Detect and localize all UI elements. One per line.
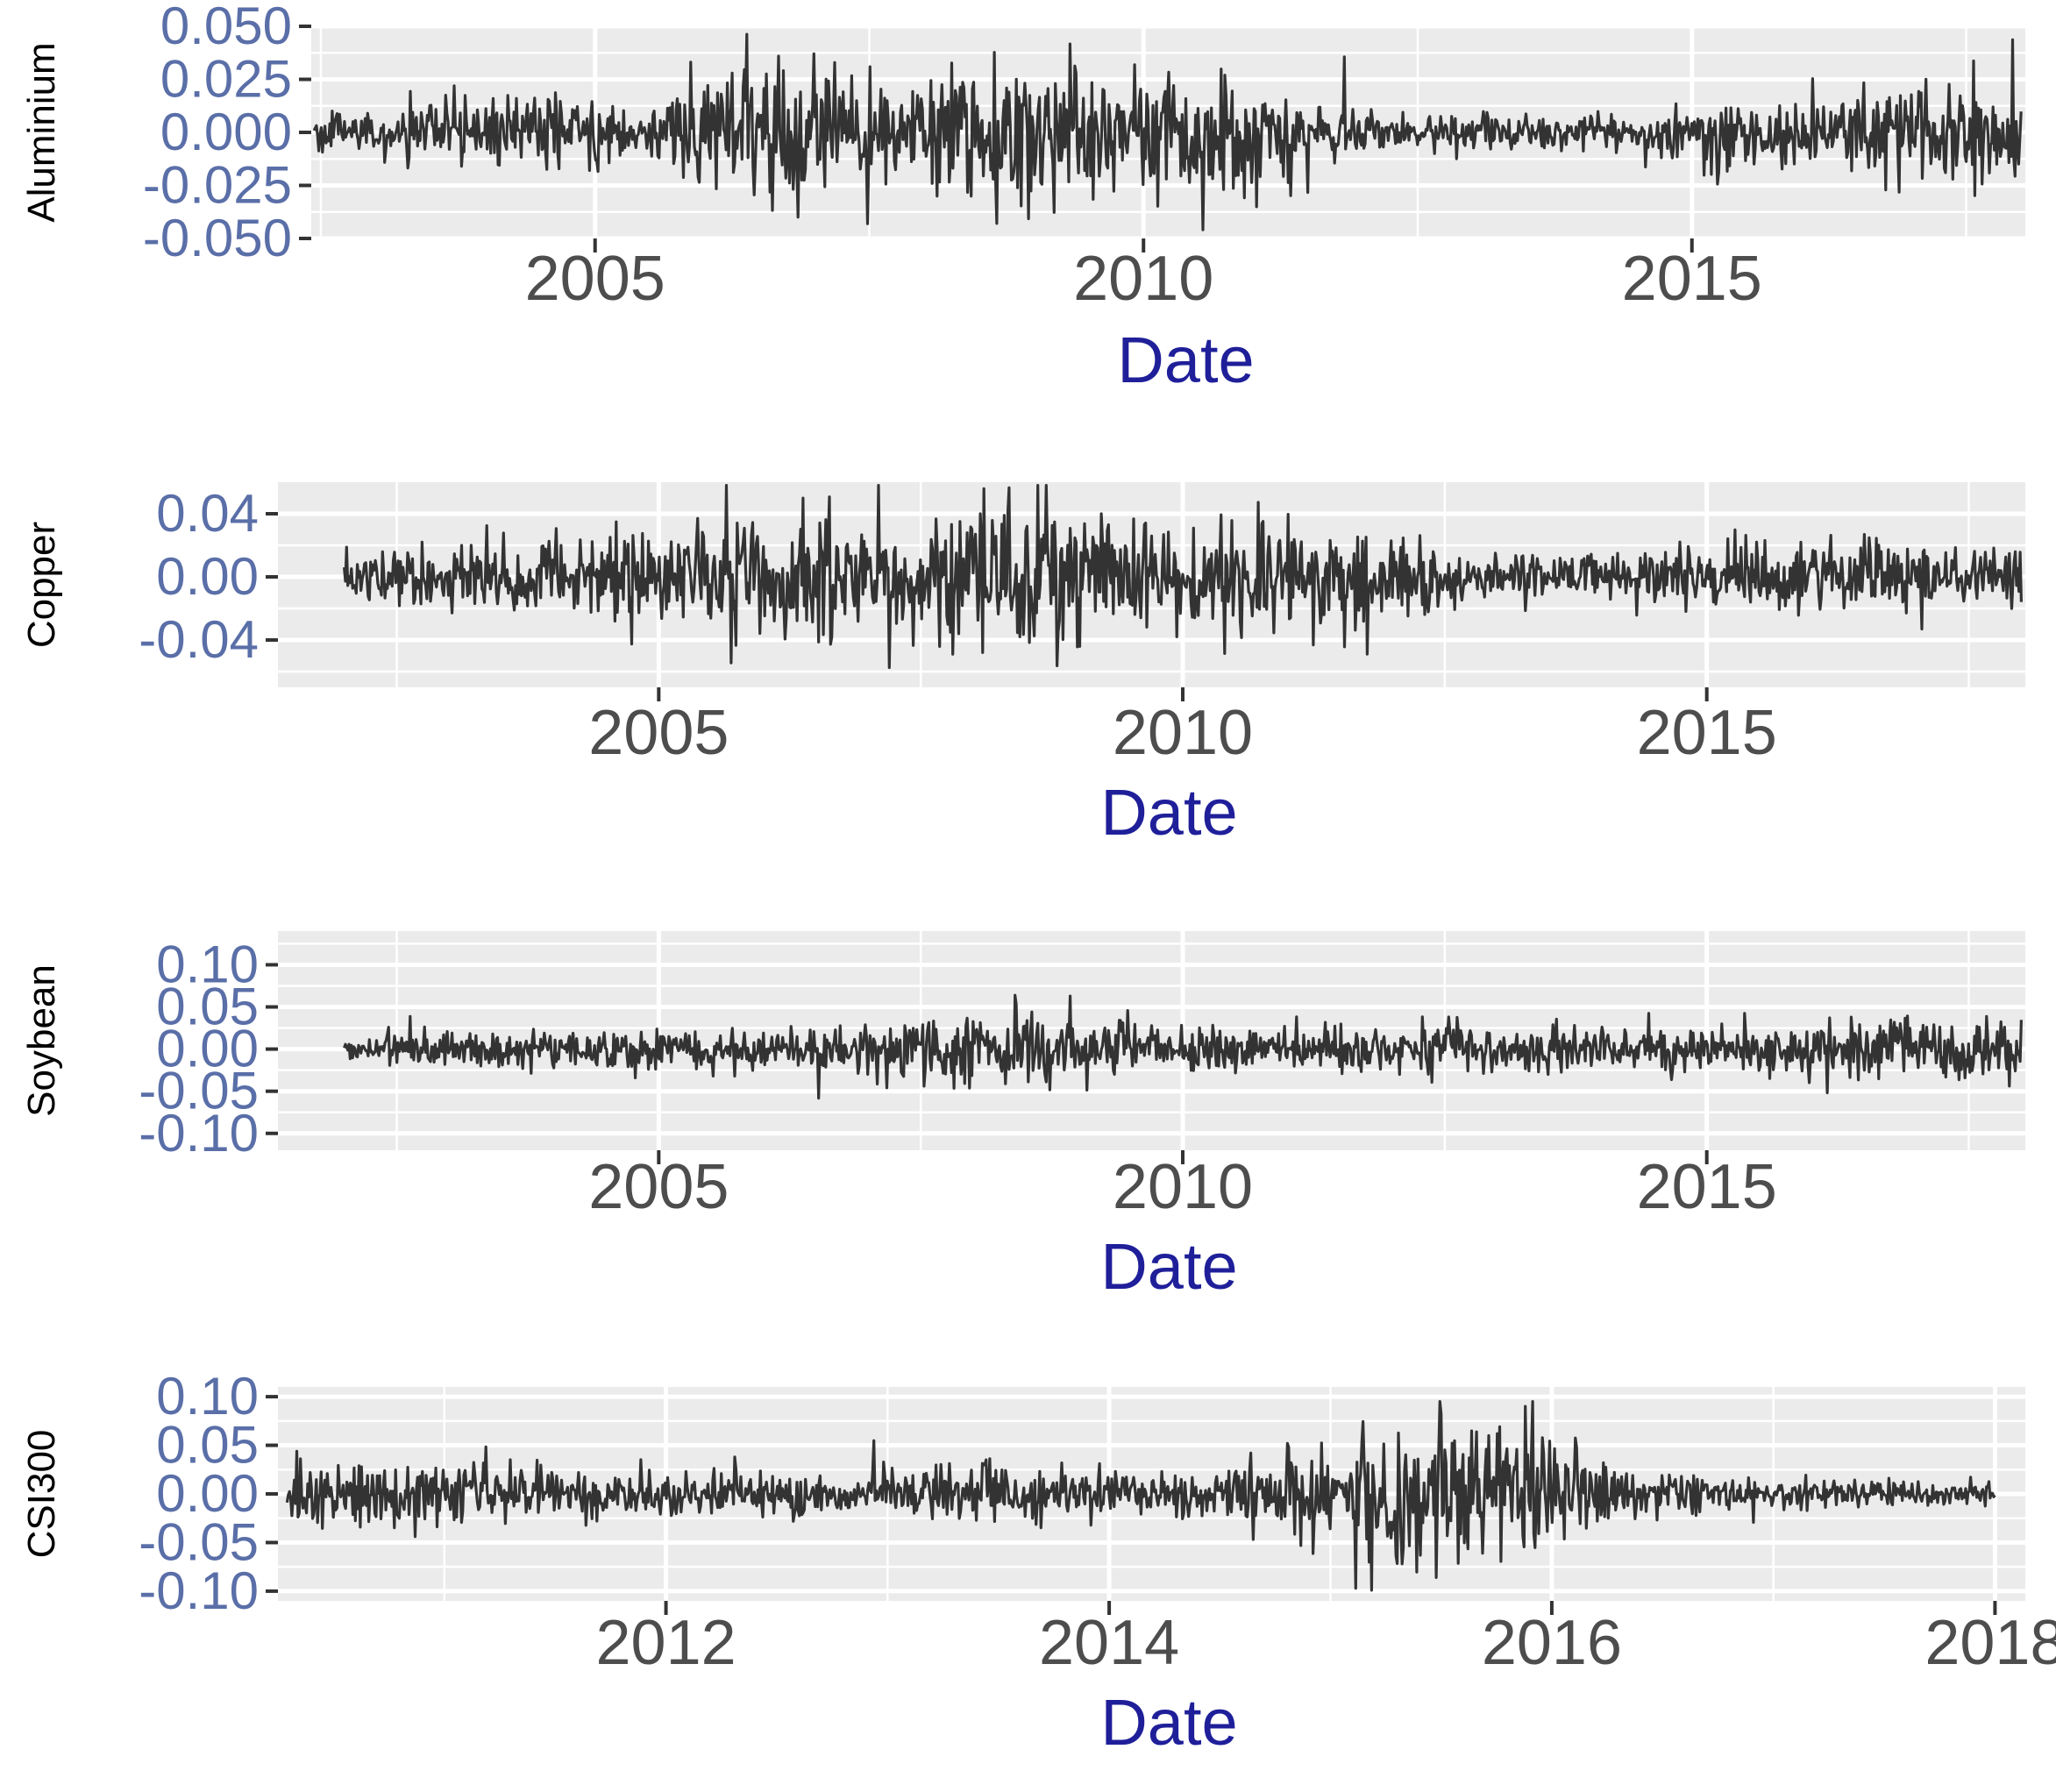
y-tick-label: 0.04 — [156, 484, 259, 543]
y-tick-label: 0.025 — [160, 50, 292, 109]
x-axis-title: Date — [1100, 1230, 1237, 1303]
y-tick-label: 0.10 — [156, 1367, 259, 1426]
y-tick-label: 0.05 — [156, 1416, 259, 1475]
y-tick-label: 0.000 — [160, 103, 292, 161]
x-tick-label: 2005 — [525, 244, 665, 314]
y-tick-label: 0.10 — [156, 935, 259, 993]
y-tick-label: 0.05 — [156, 978, 259, 1036]
y-axis-title: Aluminium — [20, 42, 63, 222]
y-tick-label: -0.025 — [143, 156, 292, 215]
y-axis-title: CSI300 — [20, 1430, 63, 1559]
chart-panel-soybean: 0.100.050.00-0.05-0.10 2005 2010 2015 Date So… — [20, 931, 2025, 1303]
y-axis-title: Copper — [20, 522, 63, 648]
y-tick-label: 0.00 — [156, 1020, 259, 1078]
y-tick-label: 0.00 — [156, 1464, 259, 1523]
x-tick-label: 2010 — [1113, 698, 1253, 768]
series-line — [285, 1400, 1996, 1592]
y-tick-label: -0.10 — [139, 1561, 259, 1620]
x-tick-label: 2018 — [1924, 1608, 2056, 1678]
x-tick-label: 2014 — [1039, 1608, 1179, 1678]
y-tick-label: 0.00 — [156, 547, 259, 606]
x-tick-label: 2015 — [1637, 1152, 1777, 1222]
x-axis-title: Date — [1100, 776, 1237, 849]
x-tick-label: 2012 — [595, 1608, 736, 1678]
x-axis-title: Date — [1100, 1686, 1237, 1759]
y-tick-label: -0.10 — [139, 1104, 259, 1163]
chart-panel-csi300: 0.100.050.00-0.05-0.10 2012 2014 2016 2018 Da… — [20, 1367, 2056, 1759]
x-axis-title: Date — [1117, 324, 1254, 396]
x-tick-label: 2015 — [1637, 698, 1777, 768]
y-tick-label: -0.05 — [139, 1512, 259, 1571]
series-line — [343, 993, 2023, 1100]
x-tick-label: 2016 — [1482, 1608, 1622, 1678]
x-tick-label: 2005 — [588, 1152, 729, 1222]
x-tick-label: 2010 — [1113, 1152, 1253, 1222]
y-tick-label: -0.050 — [143, 209, 292, 267]
series-line — [312, 32, 2023, 231]
y-tick-label: -0.04 — [139, 610, 259, 669]
y-tick-label: -0.05 — [139, 1062, 259, 1120]
x-tick-label: 2015 — [1622, 244, 1762, 314]
series-line — [343, 484, 2023, 670]
x-tick-label: 2010 — [1073, 244, 1213, 314]
y-tick-label: 0.050 — [160, 0, 292, 55]
chart-panel-copper: 0.040.00-0.04 2005 2010 2015 Date Copper — [20, 482, 2025, 849]
x-tick-label: 2005 — [588, 698, 729, 768]
y-axis-title: Soybean — [20, 964, 63, 1117]
